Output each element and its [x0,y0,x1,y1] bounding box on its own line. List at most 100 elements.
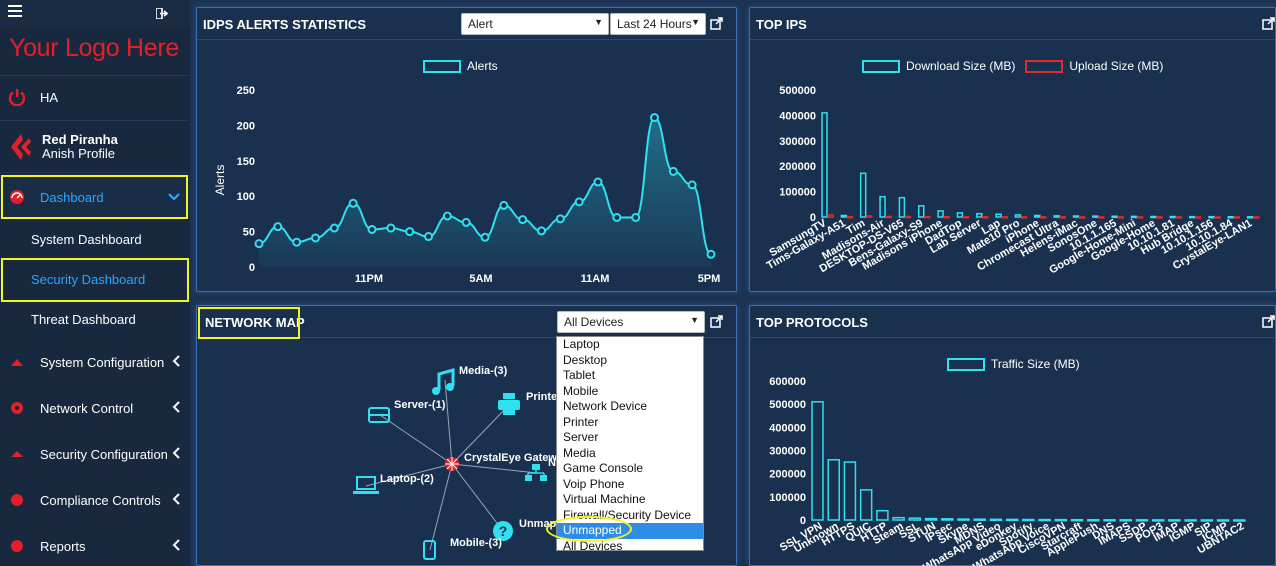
bar[interactable] [1188,215,1196,219]
bar[interactable] [1208,215,1215,219]
dropdown-option[interactable]: Server [563,430,599,444]
dropdown-option[interactable]: Printer [563,414,599,429]
dropdown-option[interactable]: Media [563,445,596,460]
external-link-icon[interactable] [1262,17,1275,35]
bar[interactable] [1054,518,1068,522]
alerts-point[interactable] [706,249,716,259]
bar[interactable] [904,215,912,219]
bar[interactable] [859,489,873,521]
alerts-point[interactable] [348,198,358,208]
alerts-point[interactable] [612,212,622,222]
alerts-point[interactable] [292,237,302,247]
bar[interactable] [1130,215,1138,219]
bar[interactable] [1156,216,1163,219]
bar[interactable] [1014,214,1022,218]
bar[interactable] [1151,519,1165,522]
alerts-point[interactable] [311,233,320,243]
alerts-point[interactable] [405,227,415,237]
alerts-point[interactable] [329,223,339,233]
bar[interactable] [1111,215,1118,218]
bar[interactable] [1070,518,1084,522]
laptop-node-icon[interactable] [353,476,379,494]
bar[interactable] [957,518,970,521]
bar[interactable] [1059,216,1066,219]
dropdown-option[interactable]: Virtual Machine [563,492,646,506]
bar[interactable] [879,195,886,218]
bar[interactable] [1246,216,1254,219]
bar[interactable] [1119,519,1132,522]
bar[interactable] [1216,519,1230,522]
bar[interactable] [859,172,867,218]
bar[interactable] [1103,519,1116,522]
bar[interactable] [1087,519,1100,522]
bar[interactable] [1005,518,1019,522]
dropdown-option[interactable]: Tablet [563,368,596,382]
sidebar-subitem-threat-dashboard[interactable]: Threat Dashboard [31,312,136,327]
bar[interactable] [989,518,1003,522]
bar[interactable] [1034,214,1041,218]
dropdown-option[interactable]: Voip Phone [563,476,625,491]
dropdown-option[interactable]: Desktop [563,352,608,367]
device-filter-select[interactable]: All Devices ▼ [557,311,705,333]
bar[interactable] [1040,216,1047,219]
external-link-icon[interactable] [1262,315,1275,333]
alerts-point[interactable] [461,217,471,227]
bar[interactable] [976,212,983,218]
sidebar-item-security-configuration[interactable]: Security Configuration [0,444,190,464]
alerts-point[interactable] [499,200,509,210]
dropdown-option[interactable]: Mobile [563,383,599,398]
bar[interactable] [821,112,828,218]
bar[interactable] [876,509,889,521]
dropdown-option[interactable]: All Devices [563,538,623,553]
bar[interactable] [973,518,986,521]
gateway-node-icon[interactable] [445,457,459,471]
bar[interactable] [956,212,964,218]
alerts-point[interactable] [687,180,697,190]
bar[interactable] [892,516,905,521]
alerts-point[interactable] [650,113,659,123]
chart-legend[interactable]: Alerts [423,59,498,73]
bar[interactable] [1072,215,1080,218]
unmapped-node-icon[interactable]: ? [493,521,513,541]
bar[interactable] [1150,215,1157,219]
alerts-point[interactable] [537,226,546,236]
bar[interactable] [1098,216,1105,219]
bar[interactable] [1233,216,1241,219]
alert-type-select[interactable]: Alert ▼ [461,13,609,35]
alerts-point[interactable] [442,211,452,221]
bar[interactable] [943,215,950,219]
alerts-point[interactable] [574,197,584,207]
sidebar-item-dashboard[interactable]: Dashboard [0,175,190,219]
sidebar-item-reports[interactable]: Reports [0,536,190,556]
media-node-icon[interactable] [432,368,455,395]
bar[interactable] [924,517,938,521]
dropdown-option[interactable]: Network Device [563,399,648,413]
alerts-point[interactable] [480,232,490,242]
bar[interactable] [1135,519,1149,522]
dropdown-option[interactable]: Laptop [563,337,600,351]
bar[interactable] [1022,518,1035,522]
profile-section[interactable]: Red Piranha Anish Profile [0,131,190,163]
alerts-point[interactable] [555,214,565,224]
alerts-point[interactable] [273,222,283,232]
bar[interactable] [1214,216,1221,219]
bar[interactable] [937,210,944,218]
bar[interactable] [908,517,922,521]
external-link-icon[interactable] [710,315,723,333]
printer-node-icon[interactable] [498,393,520,415]
bar[interactable] [1078,216,1086,219]
bar[interactable] [1175,216,1183,219]
alerts-point[interactable] [631,212,641,222]
chart-legend[interactable]: Traffic Size (MB) [947,357,1080,371]
bar[interactable] [1184,519,1197,522]
chart-legend[interactable]: Download Size (MB) Upload Size (MB) [862,59,1163,73]
bar[interactable] [962,216,970,219]
sidebar-item-compliance-controls[interactable]: Compliance Controls [0,490,190,510]
bar[interactable] [827,214,834,218]
bar[interactable] [982,216,989,219]
sidebar-item-network-control[interactable]: Network Control [0,398,190,418]
bar[interactable] [923,215,931,219]
bar[interactable] [1233,519,1246,522]
logout-icon[interactable] [155,6,169,24]
bar[interactable] [846,215,854,219]
